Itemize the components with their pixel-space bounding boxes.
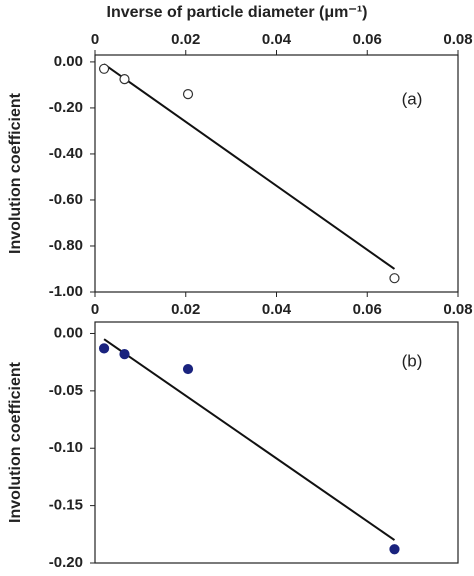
y-tick-label: -0.20	[49, 554, 83, 571]
point	[389, 273, 400, 284]
trendline	[103, 338, 396, 541]
y-tick-label: -0.40	[49, 145, 83, 162]
y-axis-title: Involution coefficient	[7, 361, 24, 523]
point	[119, 74, 130, 85]
y-tick-label: 0.00	[54, 53, 83, 70]
y-tick-label: -0.05	[49, 382, 83, 399]
x-tick-label: 0.02	[171, 301, 200, 318]
x-axis-title: Inverse of particle diameter (μm⁻¹)	[107, 4, 368, 21]
point	[389, 544, 400, 555]
y-tick-label: -0.80	[49, 237, 83, 254]
panel-label: (b)	[402, 351, 423, 370]
point	[182, 89, 194, 100]
y-axis-title: Involution coefficient	[7, 92, 24, 254]
point	[182, 363, 194, 375]
x-tick-label: 0.04	[262, 31, 292, 48]
x-tick-label: 0.04	[262, 301, 292, 318]
point	[98, 343, 110, 354]
x-tick-label: 0	[91, 301, 99, 318]
trendline	[103, 63, 396, 270]
y-tick-label: -0.15	[49, 497, 83, 514]
x-tick-label: 0.08	[443, 301, 472, 318]
point	[119, 349, 130, 360]
y-tick-label: -0.60	[49, 191, 83, 208]
y-tick-label: -1.00	[49, 283, 83, 300]
x-tick-label: 0	[91, 31, 99, 48]
y-tick-label: -0.10	[49, 439, 83, 456]
x-tick-label: 0.02	[171, 31, 200, 48]
x-tick-label: 0.06	[353, 31, 382, 48]
x-tick-label: 0.06	[353, 301, 382, 318]
x-tick-label: 0.08	[443, 31, 472, 48]
plot-frame	[94, 321, 459, 564]
y-tick-label: 0.00	[54, 324, 83, 341]
y-tick-label: -0.20	[49, 99, 83, 116]
point	[98, 63, 110, 74]
panel-label: (a)	[402, 89, 423, 108]
